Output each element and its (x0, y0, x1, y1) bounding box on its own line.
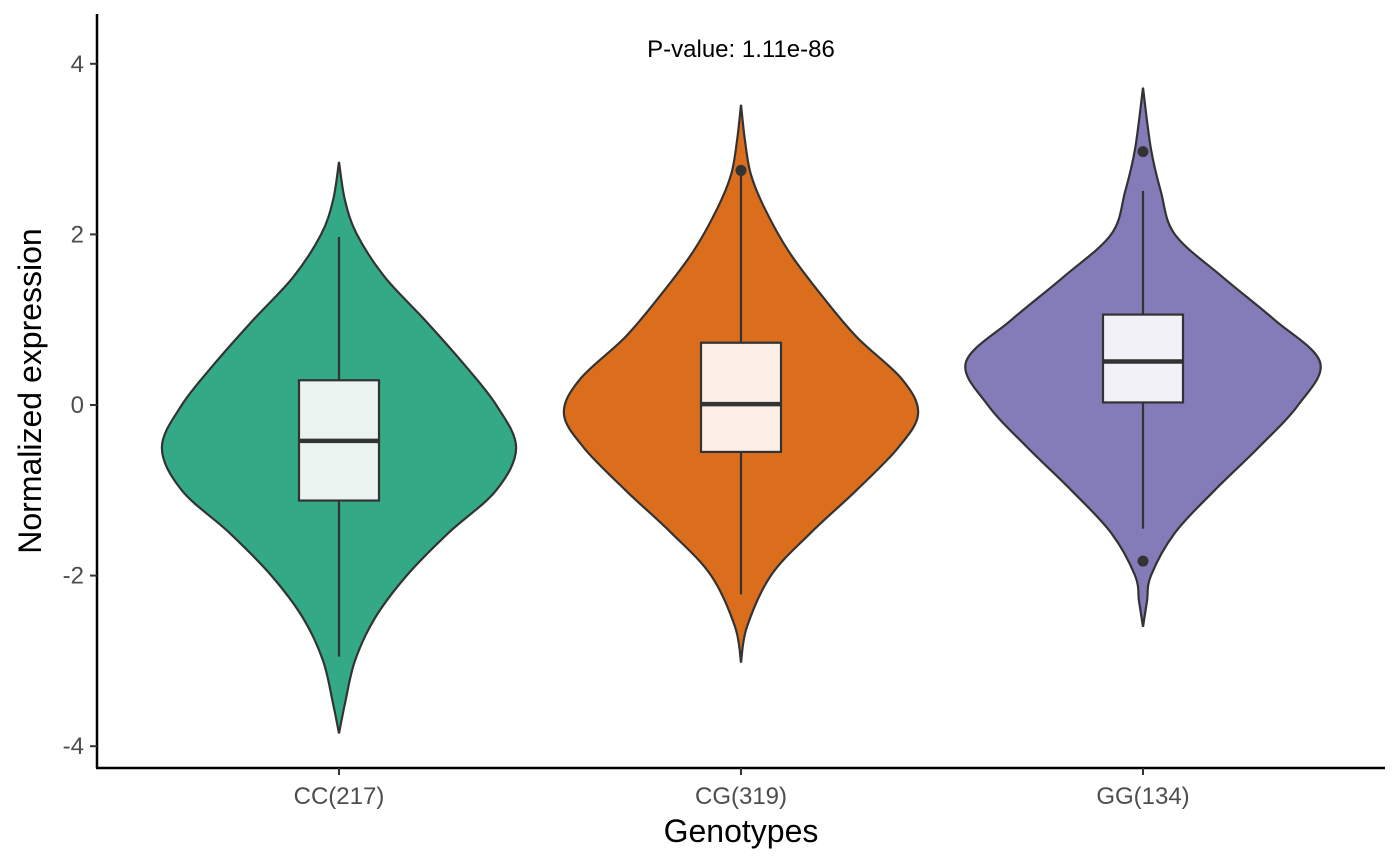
y-axis-ticks: -4 -2 0 2 4 (63, 51, 97, 760)
y-axis-title: Normalized expression (12, 228, 48, 553)
x-tick-label: CC(217) (294, 783, 385, 810)
y-tick-label: -2 (63, 563, 84, 590)
y-tick-label: 4 (71, 51, 84, 78)
x-tick-label: GG(134) (1096, 783, 1189, 810)
x-axis-ticks: CC(217) CG(319) GG(134) (294, 768, 1190, 810)
y-tick-label: -4 (63, 733, 84, 760)
p-value-annotation: P-value: 1.11e-86 (647, 36, 835, 63)
outlier-point (1137, 555, 1149, 567)
plot-area (160, 87, 1322, 734)
box (1101, 313, 1185, 404)
outlier-point (1137, 146, 1149, 158)
x-axis-title: Genotypes (664, 813, 819, 849)
y-tick-label: 0 (71, 392, 84, 419)
box (699, 341, 783, 454)
outlier-point (735, 164, 747, 176)
violin-group-0 (160, 161, 518, 734)
y-tick-label: 2 (71, 221, 84, 248)
violin-group-2 (964, 87, 1322, 627)
violin-group-1 (562, 104, 920, 663)
x-tick-label: CG(319) (695, 783, 787, 810)
